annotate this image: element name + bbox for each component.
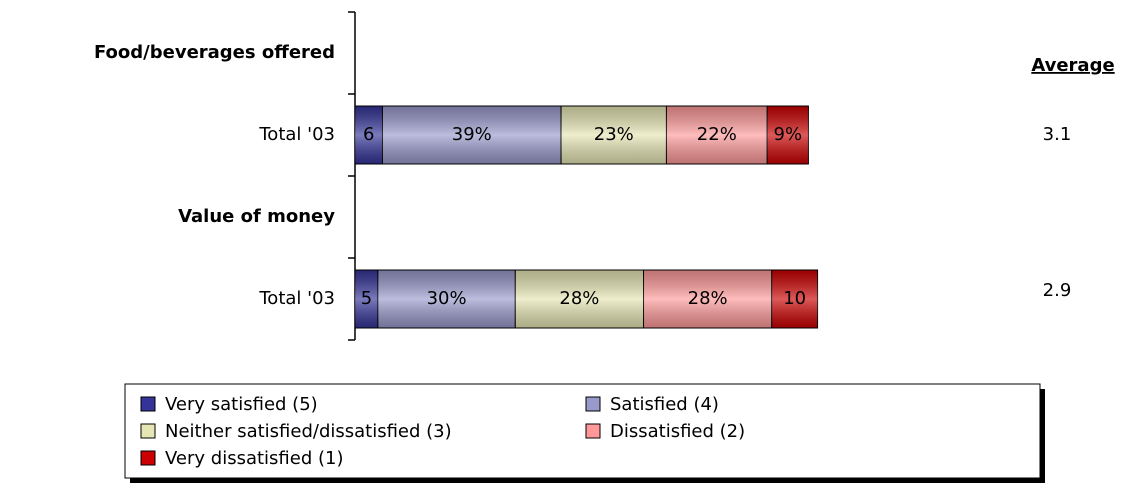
legend-swatch — [140, 396, 156, 412]
value-label: 39% — [452, 124, 492, 145]
bar-segment-group: 22% — [665, 105, 768, 165]
bar-segment-group: 23% — [560, 105, 667, 165]
value-label: 30% — [427, 288, 467, 309]
legend-label: Dissatisfied (2) — [610, 421, 745, 442]
average-title: Average — [1031, 55, 1114, 76]
legend-swatch — [585, 396, 601, 412]
bar-segment-group: 5 — [354, 269, 379, 329]
group-label: Food/beverages offered — [94, 42, 335, 63]
legend-swatch — [585, 423, 601, 439]
category-label: Total '03 — [258, 124, 335, 145]
bar-segment-group: 6 — [354, 105, 383, 165]
group-label: Value of money — [178, 206, 335, 227]
value-label: 5 — [361, 288, 372, 309]
legend-label: Satisfied (4) — [610, 394, 719, 415]
legend-label: Very satisfied (5) — [165, 394, 318, 415]
average-value: 3.1 — [1043, 124, 1072, 145]
legend-swatch — [140, 450, 156, 466]
legend-label: Very dissatisfied (1) — [165, 448, 343, 469]
legend-label: Neither satisfied/dissatisfied (3) — [165, 421, 452, 442]
average-value: 2.9 — [1043, 280, 1072, 301]
bar-segment-group: 9% — [766, 105, 809, 165]
value-label: 23% — [594, 124, 634, 145]
value-label: 28% — [559, 288, 599, 309]
bar-segment-group: 28% — [643, 269, 773, 329]
bar-segment-group: 39% — [381, 105, 562, 165]
bar-segment-group: 30% — [377, 269, 516, 329]
value-label: 10 — [783, 288, 806, 309]
category-label: Total '03 — [258, 288, 335, 309]
legend-swatch — [140, 423, 156, 439]
legend-box — [124, 383, 1041, 479]
value-label: 22% — [697, 124, 737, 145]
value-label: 28% — [688, 288, 728, 309]
bar-segment-group: 28% — [514, 269, 645, 329]
value-label: 9% — [774, 124, 803, 145]
value-label: 6 — [363, 124, 374, 145]
bar-segment-group: 10 — [771, 269, 819, 329]
